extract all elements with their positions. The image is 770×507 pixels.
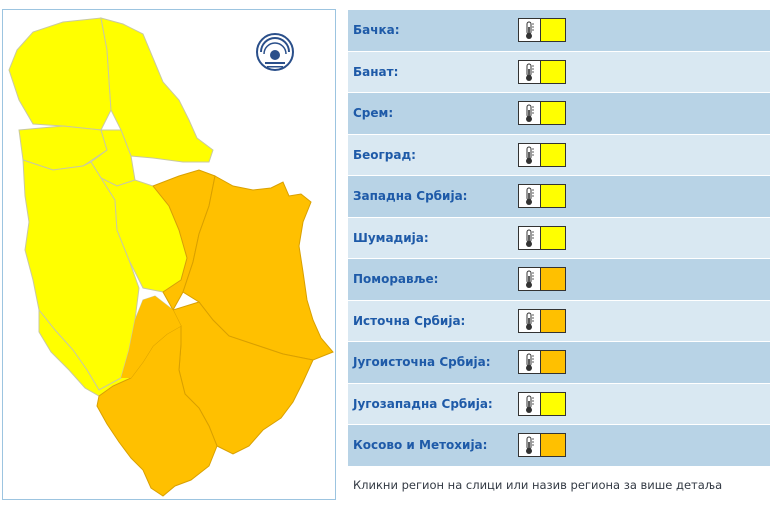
- warning-level-yellow: [541, 60, 565, 83]
- warning-indicator[interactable]: [518, 18, 566, 42]
- thermometer-icon: [519, 102, 541, 124]
- thermometer-icon: [519, 309, 541, 332]
- warning-indicator[interactable]: [518, 142, 566, 167]
- region-name-link[interactable]: Југозападна Србија:: [353, 396, 493, 411]
- thermometer-icon: [519, 351, 541, 373]
- thermometer-icon: [519, 392, 541, 415]
- warning-level-yellow: [541, 143, 565, 166]
- warning-indicator[interactable]: [518, 225, 566, 250]
- region-row[interactable]: Југозападна Србија:: [348, 383, 770, 425]
- warning-indicator[interactable]: [518, 350, 566, 374]
- region-row[interactable]: Банат:: [348, 51, 770, 93]
- warning-level-yellow: [541, 392, 565, 415]
- region-name-link[interactable]: Источна Србија:: [353, 313, 466, 328]
- region-row[interactable]: Источна Србија:: [348, 300, 770, 342]
- region-istocna-srbija[interactable]: [182, 175, 334, 361]
- thermometer-icon: [519, 143, 541, 166]
- region-row[interactable]: Београд:: [348, 134, 770, 176]
- region-name-link[interactable]: Београд:: [353, 147, 416, 162]
- footer-hint: Кликни регион на слици или назив региона…: [353, 478, 723, 492]
- warning-map: [2, 9, 336, 500]
- region-row[interactable]: Шумадија:: [348, 217, 770, 259]
- serbia-map: [8, 17, 334, 497]
- region-row[interactable]: Југоисточна Србија:: [348, 342, 770, 384]
- hydrometeorological-service-logo: [251, 30, 299, 78]
- warning-level-orange: [541, 309, 565, 332]
- region-banat[interactable]: [100, 17, 214, 163]
- warning-level-orange: [541, 351, 565, 373]
- region-orange-west-overlay: [121, 296, 181, 378]
- region-name-link[interactable]: Поморавље:: [353, 272, 439, 286]
- region-name-link[interactable]: Западна Србија:: [353, 189, 468, 203]
- region-name-link[interactable]: Југоисточна Србија:: [353, 355, 491, 369]
- thermometer-icon: [519, 434, 541, 456]
- thermometer-icon: [519, 185, 541, 207]
- thermometer-icon: [519, 226, 541, 249]
- warning-indicator[interactable]: [518, 433, 566, 457]
- warning-indicator[interactable]: [518, 59, 566, 84]
- warning-indicator[interactable]: [518, 308, 566, 333]
- thermometer-icon: [519, 19, 541, 41]
- thermometer-icon: [519, 60, 541, 83]
- region-name-link[interactable]: Банат:: [353, 64, 399, 79]
- region-name-link[interactable]: Бачка:: [353, 23, 400, 37]
- region-row[interactable]: Косово и Метохија:: [348, 425, 770, 467]
- region-row[interactable]: Срем:: [348, 93, 770, 135]
- region-row[interactable]: Поморавље:: [348, 259, 770, 301]
- warning-level-yellow: [541, 19, 565, 41]
- warning-indicator[interactable]: [518, 267, 566, 291]
- warning-level-orange: [541, 268, 565, 290]
- region-name-link[interactable]: Срем:: [353, 106, 394, 120]
- warning-level-yellow: [541, 102, 565, 124]
- warning-indicator[interactable]: [518, 101, 566, 125]
- warning-indicator[interactable]: [518, 391, 566, 416]
- warning-level-orange: [541, 434, 565, 456]
- region-name-link[interactable]: Косово и Метохија:: [353, 438, 488, 452]
- warning-level-yellow: [541, 185, 565, 207]
- warning-level-yellow: [541, 226, 565, 249]
- region-row[interactable]: Западна Србија:: [348, 176, 770, 218]
- region-warning-table: Бачка: Банат: Срем: Београд: Западна Србија:…: [348, 10, 770, 492]
- region-backa[interactable]: [8, 17, 112, 131]
- warning-indicator[interactable]: [518, 184, 566, 208]
- region-name-link[interactable]: Шумадија:: [353, 230, 429, 245]
- region-row[interactable]: Бачка:: [348, 10, 770, 52]
- thermometer-icon: [519, 268, 541, 290]
